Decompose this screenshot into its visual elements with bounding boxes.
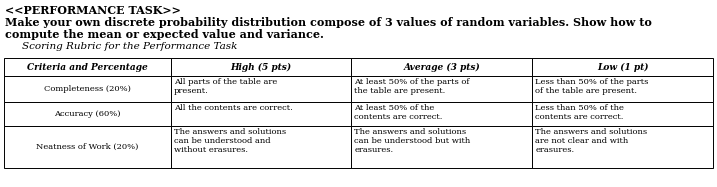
Text: compute the mean or expected value and variance.: compute the mean or expected value and v… [5, 29, 324, 40]
Text: The answers and solutions
can be understood but with
erasures.: The answers and solutions can be underst… [354, 128, 470, 154]
Text: At least 50% of the parts of
the table are present.: At least 50% of the parts of the table a… [354, 78, 470, 95]
Text: At least 50% of the
contents are correct.: At least 50% of the contents are correct… [354, 104, 443, 121]
Text: <<PERFORMANCE TASK>>: <<PERFORMANCE TASK>> [5, 5, 181, 16]
Text: Criteria and Percentage: Criteria and Percentage [27, 62, 148, 71]
Text: Less than 50% of the
contents are correct.: Less than 50% of the contents are correc… [535, 104, 624, 121]
Text: All parts of the table are
present.: All parts of the table are present. [174, 78, 277, 95]
Text: Accuracy (60%): Accuracy (60%) [54, 110, 120, 118]
Text: The answers and solutions
can be understood and
without erasures.: The answers and solutions can be underst… [174, 128, 286, 154]
Text: Neatness of Work (20%): Neatness of Work (20%) [36, 143, 138, 151]
Text: Average (3 pts): Average (3 pts) [404, 62, 480, 72]
Text: Low (1 pt): Low (1 pt) [597, 62, 648, 72]
Text: Less than 50% of the parts
of the table are present.: Less than 50% of the parts of the table … [535, 78, 649, 95]
Text: High (5 pts): High (5 pts) [230, 62, 292, 72]
Text: The answers and solutions
are not clear and with
erasures.: The answers and solutions are not clear … [535, 128, 647, 154]
Text: All the contents are correct.: All the contents are correct. [174, 104, 293, 112]
Text: Scoring Rubric for the Performance Task: Scoring Rubric for the Performance Task [22, 42, 237, 51]
Text: Completeness (20%): Completeness (20%) [44, 85, 130, 93]
Text: Make your own discrete probability distribution compose of 3 values of random va: Make your own discrete probability distr… [5, 17, 652, 28]
